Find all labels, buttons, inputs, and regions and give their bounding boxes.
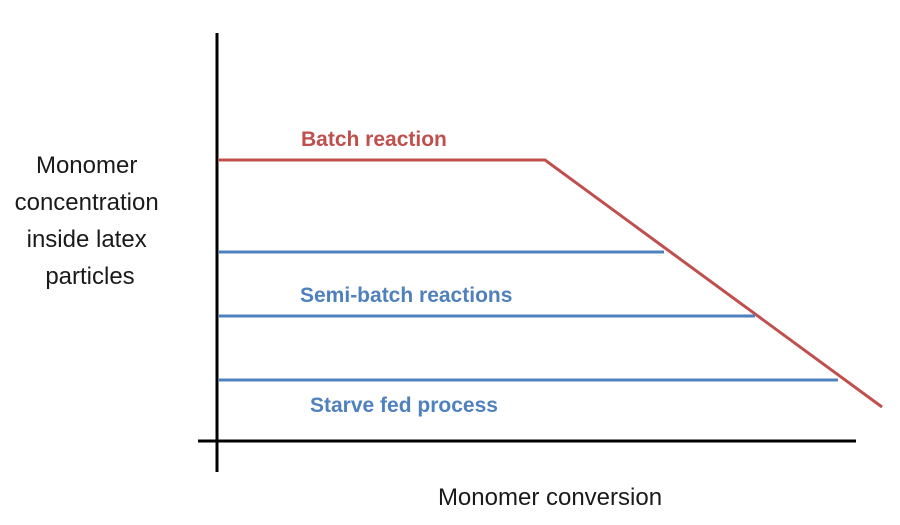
batch-reaction-line	[218, 158, 883, 409]
y-axis-label: Monomer concentration inside latex parti…	[15, 152, 166, 290]
semi-batch-label: Semi-batch reactions	[300, 284, 512, 307]
starve-fed-label: Starve fed process	[310, 394, 498, 417]
y-axis-label-line-1: Monomer	[36, 152, 137, 179]
y-axis-label-line-2: concentration	[15, 189, 159, 216]
y-axis-label-line-4: particles	[45, 263, 134, 290]
x-axis-label: Monomer conversion	[438, 484, 662, 511]
y-axis-label-line-3: inside latex	[27, 226, 147, 253]
batch-reaction-label: Batch reaction	[301, 128, 447, 151]
